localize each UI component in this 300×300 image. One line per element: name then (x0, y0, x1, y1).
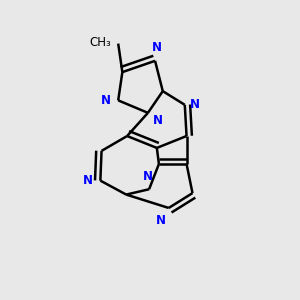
Text: CH₃: CH₃ (89, 36, 111, 49)
Text: N: N (142, 170, 153, 183)
Text: N: N (83, 174, 93, 187)
Text: N: N (153, 114, 163, 127)
Text: N: N (101, 94, 111, 107)
Text: N: N (152, 41, 161, 54)
Text: N: N (156, 214, 166, 227)
Text: N: N (190, 98, 200, 111)
